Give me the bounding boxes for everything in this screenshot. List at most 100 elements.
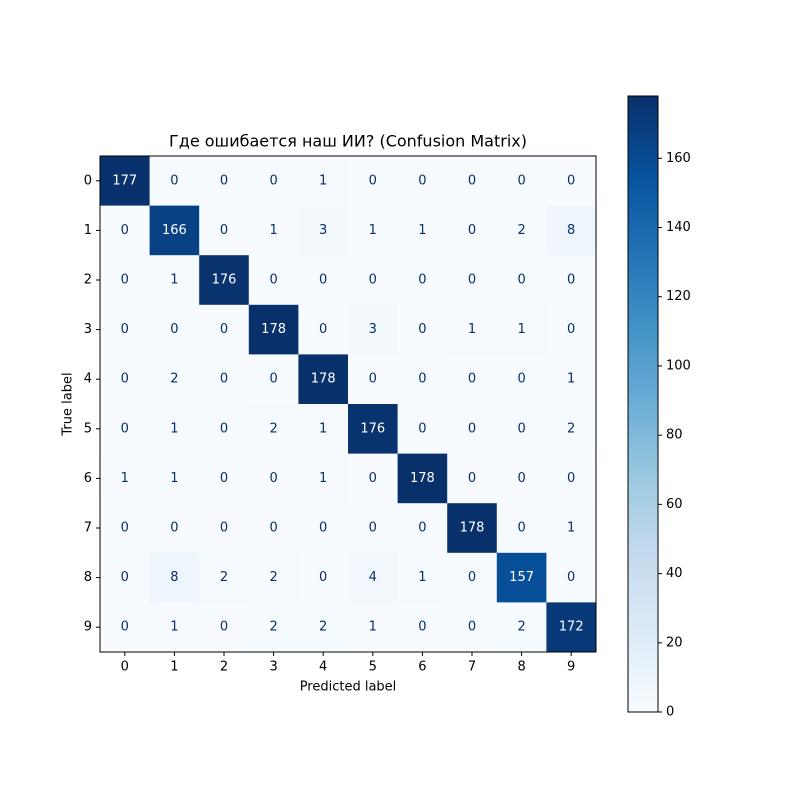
cell [248,304,299,355]
cell [546,602,597,653]
cell-label: 2 [269,620,277,635]
cell [546,354,597,405]
x-tick-label: 9 [567,660,575,675]
cell-label: 3 [319,223,327,238]
cell [248,552,299,603]
cell [298,602,349,653]
cell [248,354,299,405]
y-tick-label: 5 [84,421,92,436]
cell [496,602,547,653]
cell-label: 0 [468,570,476,585]
cell [248,205,299,256]
cell-label: 0 [517,173,525,188]
cell-label: 0 [418,521,426,536]
cell [447,602,498,653]
colorbar-tick-label: 20 [666,635,683,650]
cell-label: 0 [121,620,129,635]
cell-label: 0 [517,421,525,436]
cell [397,602,448,653]
cell [496,404,547,455]
cell-label: 1 [517,322,525,337]
chart-title: Где ошибается наш ИИ? (Confusion Matrix) [169,132,527,151]
cell-label: 1 [319,421,327,436]
cell [298,552,349,603]
cell-label: 178 [460,521,485,536]
cell-label: 0 [567,173,575,188]
cell-label: 0 [220,322,228,337]
cell-label: 2 [220,570,228,585]
cell-label: 2 [517,620,525,635]
cell-label: 0 [220,471,228,486]
cell [100,602,151,653]
cell-label: 0 [269,372,277,387]
y-tick-label: 7 [84,521,92,536]
cell [397,156,448,207]
cell-label: 177 [112,173,137,188]
cell [199,354,250,405]
cell [546,304,597,355]
cell [447,156,498,207]
cell-label: 0 [121,570,129,585]
cell-label: 1 [170,273,178,288]
cell [546,503,597,554]
cell [348,404,399,455]
cell [546,404,597,455]
cell-label: 0 [468,471,476,486]
cell-label: 0 [418,372,426,387]
cell [100,552,151,603]
cell [447,453,498,504]
cell [149,205,200,256]
cell-label: 1 [170,421,178,436]
cell-label: 0 [220,372,228,387]
cell [496,304,547,355]
colorbar-tick-label: 140 [666,220,691,235]
cell-label: 176 [360,421,385,436]
x-tick-label: 0 [121,660,129,675]
cell [348,156,399,207]
cell-label: 0 [121,372,129,387]
cell-label: 0 [517,372,525,387]
cell [199,602,250,653]
cell-label: 172 [559,620,584,635]
cell-label: 0 [517,521,525,536]
cell [100,304,151,355]
cell [447,404,498,455]
cell [546,205,597,256]
cell [248,156,299,207]
cell [199,205,250,256]
cell [348,304,399,355]
cell-label: 0 [269,471,277,486]
cell [199,156,250,207]
cell-label: 0 [517,273,525,288]
cell-label: 0 [170,322,178,337]
cell [149,503,200,554]
cell-label: 0 [319,273,327,288]
cell [348,552,399,603]
cell-label: 1 [369,223,377,238]
cell [397,503,448,554]
cell-label: 0 [418,421,426,436]
cell-label: 178 [311,372,336,387]
y-tick-label: 4 [84,372,92,387]
cell [546,453,597,504]
y-tick-label: 9 [84,620,92,635]
cell [496,255,547,306]
cell [149,602,200,653]
y-tick-label: 8 [84,570,92,585]
cell-label: 0 [319,521,327,536]
cell [447,255,498,306]
cell-label: 1 [567,372,575,387]
colorbar-tick-label: 40 [666,566,683,581]
cell [100,503,151,554]
cell [248,453,299,504]
cell [149,404,200,455]
cell [348,503,399,554]
cell [149,552,200,603]
cell [447,354,498,405]
cell-label: 0 [269,273,277,288]
cell-label: 1 [269,223,277,238]
cell-label: 1 [468,322,476,337]
cell [149,453,200,504]
cell-label: 157 [509,570,534,585]
cell-label: 0 [468,273,476,288]
